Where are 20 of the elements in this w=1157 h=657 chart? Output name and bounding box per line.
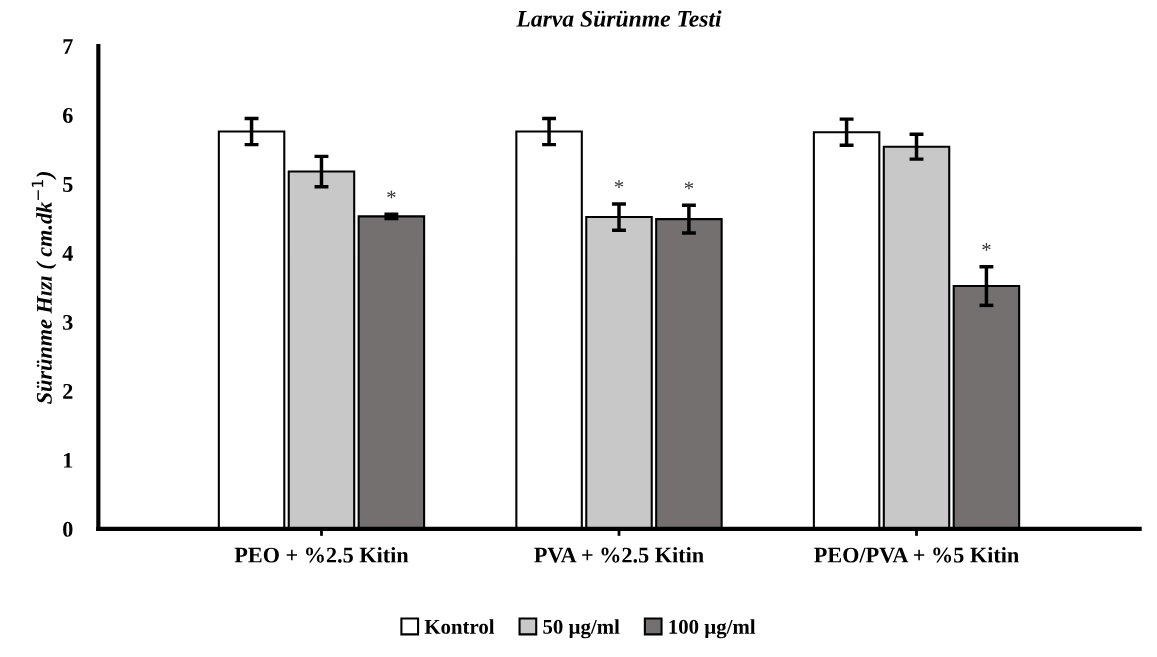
x-tick-label: PEO/PVA + %5 Kitin: [814, 546, 1019, 563]
data-label: *: [614, 180, 624, 188]
x-tick-label: PVA + %2.5 Kitin: [534, 546, 704, 563]
y-axis-title: Sürünme Hızı ( cm.dk$^{−1}$): [31, 172, 57, 404]
y-tick-label: 1: [64, 452, 73, 468]
legend-label: 50 µg/ml: [543, 619, 620, 639]
y-tick-label: 4: [62, 246, 73, 261]
x-tick-label: PEO + %2.5 Kitin: [234, 546, 409, 563]
chart-title: Larva Sürünme Testi: [516, 10, 722, 27]
y-tick-label: 7: [63, 39, 73, 54]
legend-label: 100 µg/ml: [669, 619, 756, 639]
y-tick-label: 3: [63, 314, 73, 330]
y-tick-label: 6: [62, 107, 73, 123]
y-tick-label: 2: [63, 383, 73, 399]
data-label: *: [387, 190, 396, 199]
y-tick-label: 0: [63, 521, 73, 537]
data-label: *: [684, 181, 694, 190]
y-tick-label: 5: [63, 177, 73, 192]
legend-label: Kontrol: [424, 619, 495, 634]
data-label: *: [982, 243, 991, 251]
